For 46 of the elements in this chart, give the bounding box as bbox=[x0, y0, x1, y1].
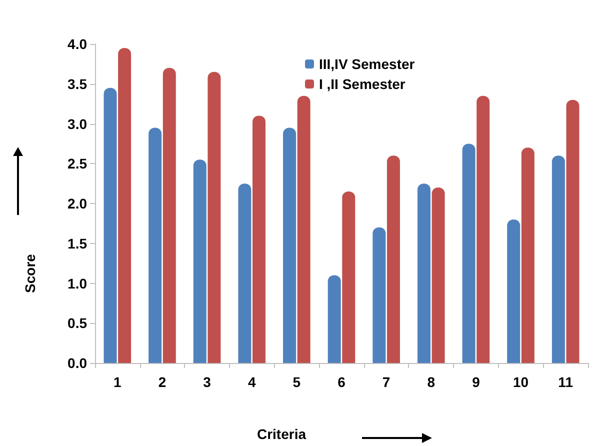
bar bbox=[283, 128, 296, 363]
x-tick-label: 1 bbox=[114, 374, 122, 390]
x-tick-label: 4 bbox=[248, 374, 256, 390]
bar bbox=[162, 68, 176, 363]
bar bbox=[193, 160, 206, 363]
y-axis-title: Score bbox=[22, 254, 38, 293]
bar bbox=[297, 96, 310, 363]
x-tick-label: 11 bbox=[558, 374, 574, 390]
y-tick-label: 3.0 bbox=[68, 116, 88, 132]
x-tick-label: 5 bbox=[292, 374, 301, 390]
bar bbox=[552, 156, 565, 363]
bar bbox=[104, 88, 117, 363]
x-tick-label: 8 bbox=[427, 374, 436, 390]
bar bbox=[372, 227, 386, 363]
bar bbox=[417, 184, 430, 363]
bar bbox=[476, 96, 490, 363]
x-tick-label: 2 bbox=[158, 374, 166, 390]
bar bbox=[238, 184, 252, 363]
y-tick-label: 1.5 bbox=[68, 235, 88, 252]
y-tick-label: 1.0 bbox=[68, 275, 88, 292]
x-tick-label: 10 bbox=[512, 374, 529, 390]
bar bbox=[566, 100, 580, 363]
x-tick-label: 7 bbox=[382, 374, 390, 390]
bar bbox=[462, 144, 476, 363]
x-tick-label: 3 bbox=[203, 374, 212, 390]
x-tick-label: 6 bbox=[338, 374, 346, 390]
y-tick-label: 3.5 bbox=[68, 76, 88, 92]
y-tick-label: 2.0 bbox=[68, 196, 88, 212]
bar bbox=[118, 48, 132, 363]
legend-label: I ,II Semester bbox=[319, 76, 406, 92]
bar bbox=[432, 188, 445, 363]
y-tick-label: 0.0 bbox=[68, 355, 88, 371]
legend-label: III,IV Semester bbox=[319, 56, 416, 72]
y-tick-label: 2.5 bbox=[68, 156, 88, 172]
y-tick-label: 4.0 bbox=[68, 36, 88, 52]
bar bbox=[342, 192, 356, 363]
y-tick-label: 0.5 bbox=[68, 315, 88, 332]
bar bbox=[507, 219, 520, 363]
bar bbox=[328, 275, 341, 363]
bar bbox=[148, 128, 162, 363]
bar bbox=[386, 156, 400, 363]
bar bbox=[208, 72, 221, 363]
bar bbox=[252, 116, 266, 363]
bar bbox=[521, 148, 534, 363]
x-axis-title: Criteria bbox=[256, 426, 306, 442]
x-tick-label: 9 bbox=[472, 374, 480, 390]
